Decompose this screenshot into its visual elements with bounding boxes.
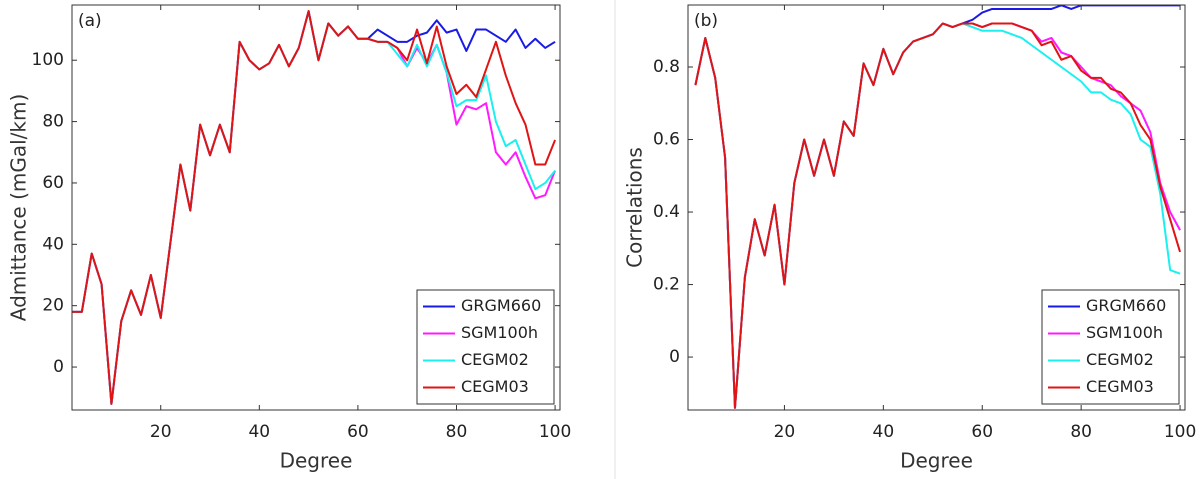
- legend-label: SGM100h: [461, 323, 538, 342]
- legend-label: CEGM02: [461, 350, 529, 369]
- x-tick-label: 60: [971, 422, 993, 442]
- axes-box: [71, 4, 561, 411]
- x-tick-label: 80: [446, 422, 468, 442]
- panel-label: (a): [78, 11, 102, 31]
- y-tick-label: 0: [669, 347, 680, 367]
- plot-area: [72, 10, 556, 405]
- y-tick-label: 80: [42, 112, 64, 132]
- axes-box: [687, 4, 1186, 411]
- legend-box: [416, 289, 555, 405]
- x-axis-label: Degree: [280, 449, 353, 473]
- y-tick-label: 0.2: [653, 275, 680, 295]
- x-tick-label: 20: [150, 422, 172, 442]
- legend-box: [1041, 289, 1180, 405]
- y-tick-label: 0: [53, 357, 64, 377]
- legend-label: CEGM03: [461, 377, 529, 396]
- legend-label: SGM100h: [1086, 323, 1163, 342]
- series-line: [72, 10, 556, 405]
- x-tick-label: 80: [1070, 422, 1092, 442]
- legend-label: CEGM02: [1086, 350, 1154, 369]
- legend-label: GRGM660: [1086, 296, 1166, 315]
- x-tick-label: 60: [347, 422, 369, 442]
- y-axis-label: Admittance (mGal/km): [7, 94, 31, 322]
- y-tick-label: 0.8: [653, 57, 680, 77]
- x-tick-label: 20: [774, 422, 796, 442]
- panel-label: (b): [694, 11, 718, 31]
- y-tick-label: 20: [42, 296, 64, 316]
- x-tick-label: 100: [539, 422, 571, 442]
- y-tick-label: 40: [42, 234, 64, 254]
- y-tick-label: 0.6: [653, 130, 680, 150]
- legend-label: GRGM660: [461, 296, 541, 315]
- x-tick-label: 100: [1164, 422, 1196, 442]
- x-axis-label: Degree: [900, 449, 973, 473]
- y-tick-label: 100: [32, 50, 64, 70]
- y-tick-label: 60: [42, 173, 64, 193]
- x-tick-label: 40: [248, 422, 270, 442]
- x-tick-label: 40: [873, 422, 895, 442]
- y-axis-label: Correlations: [623, 147, 647, 268]
- legend-label: CEGM03: [1086, 377, 1154, 396]
- y-tick-label: 0.4: [653, 202, 680, 222]
- series-line: [694, 22, 1182, 409]
